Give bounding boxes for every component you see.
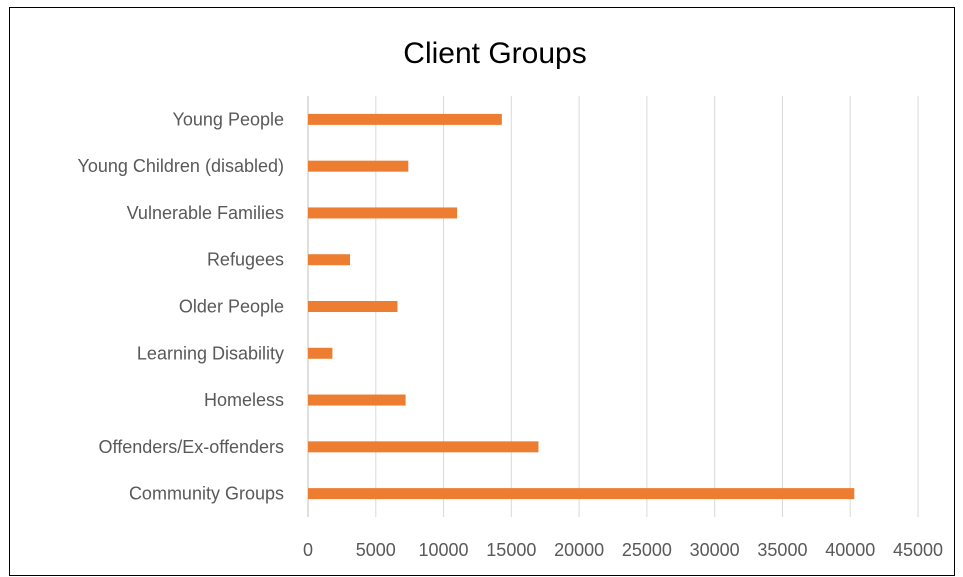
category-label: Community Groups — [129, 484, 284, 504]
x-tick-label: 5000 — [356, 540, 396, 560]
x-tick-label: 30000 — [690, 540, 740, 560]
gridlines — [307, 96, 919, 517]
bar — [308, 488, 855, 500]
bar — [308, 254, 351, 266]
x-tick-label: 20000 — [554, 540, 604, 560]
bar — [308, 301, 398, 312]
x-tick-label: 25000 — [622, 540, 672, 560]
bar — [308, 347, 333, 359]
x-tick-label: 40000 — [825, 540, 875, 560]
x-tick-label: 35000 — [757, 540, 807, 560]
category-label: Offenders/Ex-offenders — [99, 437, 284, 457]
chart-title: Client Groups — [403, 37, 586, 70]
x-tick-label: 10000 — [419, 540, 469, 560]
bars — [308, 113, 855, 500]
category-label: Refugees — [207, 250, 284, 270]
category-label: Vulnerable Families — [127, 203, 284, 223]
x-tick-label: 45000 — [893, 540, 943, 560]
bar — [308, 394, 406, 406]
x-tick-label: 0 — [303, 540, 313, 560]
bar — [308, 160, 409, 172]
x-axis-tick-labels: 0 5000 10000 15000 20000 25000 30000 35000 40000… — [303, 540, 943, 560]
category-label: Young Children (disabled) — [78, 156, 284, 176]
bar — [308, 441, 539, 453]
category-label: Homeless — [204, 390, 284, 410]
x-tick-label: 15000 — [486, 540, 536, 560]
bar — [308, 113, 502, 125]
category-label: Young People — [173, 109, 284, 129]
category-label: Learning Disability — [137, 343, 284, 363]
bar — [308, 207, 458, 219]
category-label: Older People — [179, 297, 284, 317]
category-labels: Young People Young Children (disabled) Vul… — [78, 109, 284, 503]
chart-frame — [9, 7, 955, 576]
